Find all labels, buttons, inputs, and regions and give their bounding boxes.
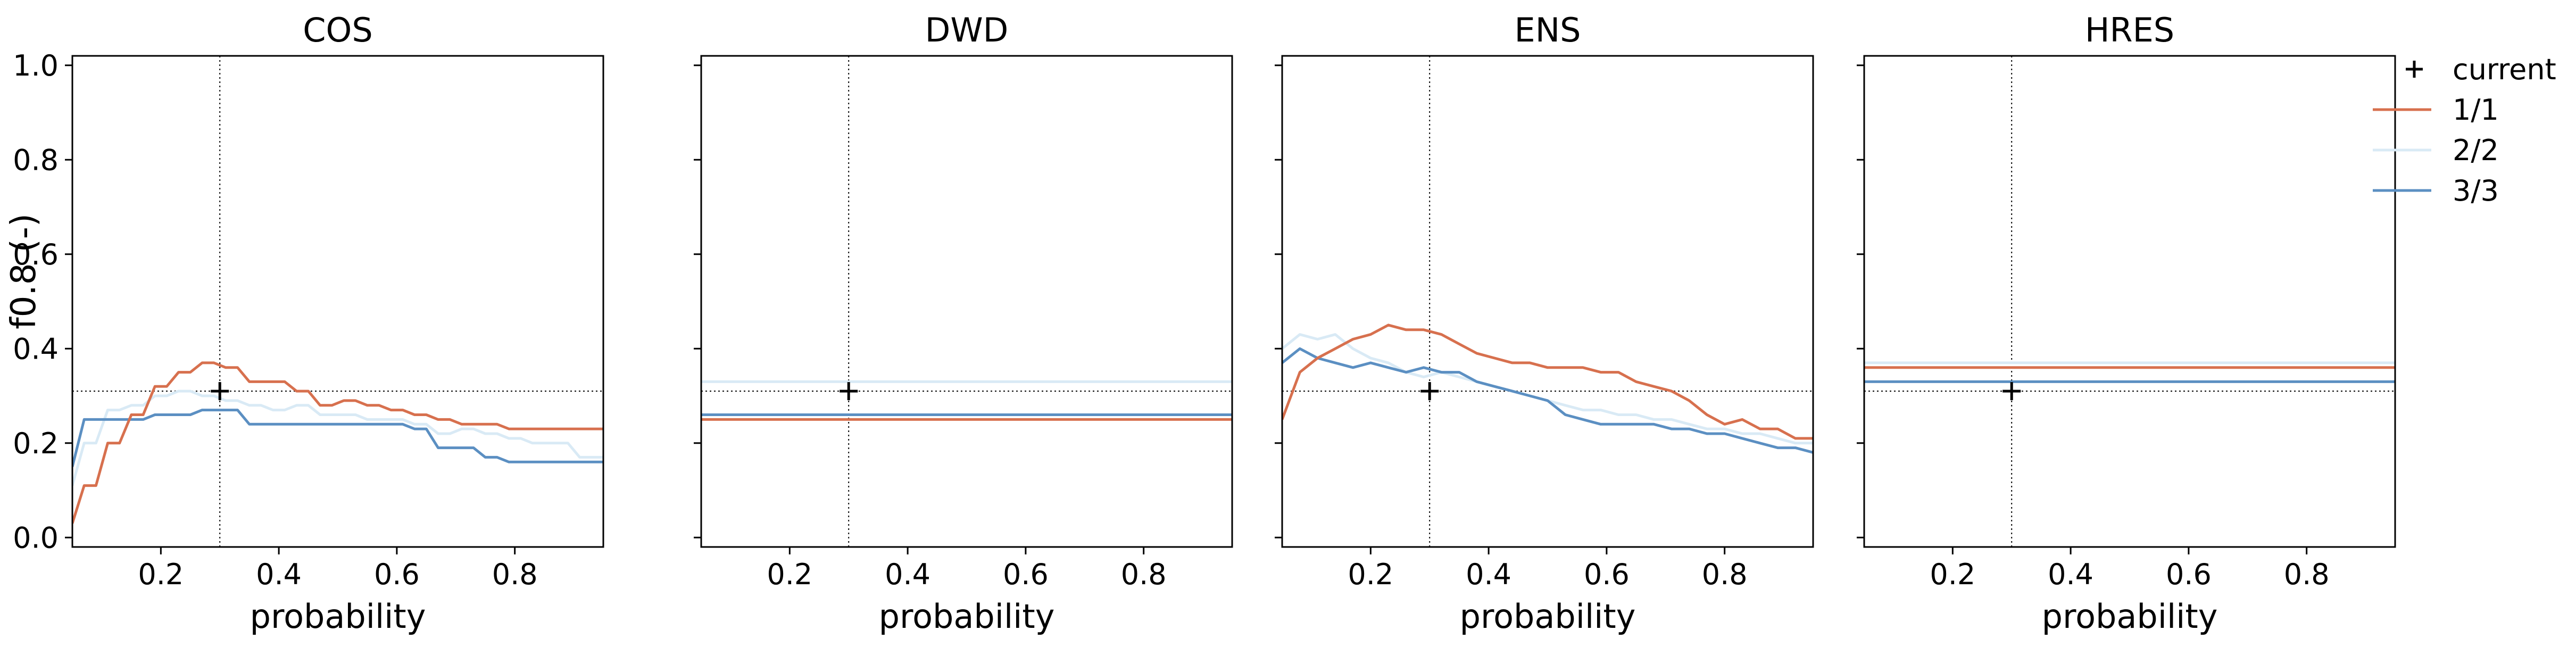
- series-line-1-1: [72, 361, 603, 524]
- legend-label: 2/2: [2453, 134, 2499, 167]
- x-tick-label: 0.4: [885, 558, 930, 591]
- series-line-2-2: [1282, 333, 1813, 445]
- x-tick-label: 0.2: [138, 558, 184, 591]
- subplot-title: DWD: [925, 11, 1009, 49]
- x-tick-label: 0.4: [2048, 558, 2093, 591]
- axes-frame: [700, 55, 1233, 548]
- x-tick-label: 0.4: [256, 558, 302, 591]
- x-axis-label: probability: [1460, 597, 1636, 636]
- x-tick-label: 0.8: [1121, 558, 1167, 591]
- series-line-1-1: [1282, 324, 1813, 440]
- subplot-hres: HRES 0.2 0.4 0.6 0.8 probability: [1857, 11, 2396, 636]
- x-axis-label: probability: [250, 597, 426, 636]
- x-tick-label: 0.8: [1702, 558, 1748, 591]
- axes-frame: [1863, 55, 2396, 548]
- subplot-title: HRES: [2085, 11, 2174, 49]
- series-group: [72, 361, 603, 524]
- subplot-dwd: DWD 0.2 0.4 0.6 0.8 probability: [694, 11, 1233, 636]
- x-tick-label: 0.2: [767, 558, 812, 591]
- y-tick-label: 0.6: [13, 238, 59, 271]
- x-tick-label: 0.6: [374, 558, 420, 591]
- current-marker: [211, 382, 229, 401]
- legend-label: current: [2453, 53, 2556, 86]
- series-group: [701, 380, 1232, 421]
- x-tick-label: 0.6: [2166, 558, 2212, 591]
- subplot-title: ENS: [1515, 11, 1581, 49]
- y-tick-label: 0.4: [13, 332, 59, 366]
- y-tick-label: 0.0: [13, 521, 59, 554]
- series-line-3-3: [1282, 347, 1813, 454]
- current-marker: [840, 382, 858, 401]
- x-tick-label: 0.6: [1003, 558, 1049, 591]
- y-tick-label: 1.0: [13, 49, 59, 82]
- legend: current 1/1 2/2 3/3: [2373, 53, 2556, 208]
- x-tick-label: 0.2: [1348, 558, 1393, 591]
- x-tick-label: 0.2: [1930, 558, 1975, 591]
- subplot-cos: COS 0.2 0.4 0.6 0.8 probability 0.0 0.2 0.4 0.6 0.…: [13, 11, 604, 636]
- x-tick-label: 0.6: [1584, 558, 1630, 591]
- axes-frame: [71, 55, 604, 548]
- subplot-title: COS: [303, 11, 372, 49]
- axes-frame: [1281, 55, 1814, 548]
- series-line-2-2: [72, 389, 603, 486]
- legend-label: 3/3: [2453, 174, 2499, 208]
- x-tick-label: 0.4: [1466, 558, 1511, 591]
- subplot-ens: ENS 0.2 0.4 0.6 0.8 probability: [1275, 11, 1814, 636]
- y-tick-label: 0.8: [13, 143, 59, 177]
- x-axis-label: probability: [879, 597, 1055, 636]
- legend-label: 1/1: [2453, 93, 2499, 127]
- subplots: COS 0.2 0.4 0.6 0.8 probability 0.0 0.2 0.4 0.6 0.…: [13, 11, 2396, 636]
- y-tick-label: 0.2: [13, 427, 59, 460]
- x-tick-label: 0.8: [492, 558, 538, 591]
- series-line-3-3: [72, 409, 603, 467]
- current-marker: [2002, 382, 2021, 401]
- series-group: [1282, 324, 1813, 454]
- y-axis-label: f0.8 (-): [4, 213, 44, 329]
- x-tick-label: 0.8: [2284, 558, 2330, 591]
- series-group: [1864, 361, 2395, 383]
- x-axis-label: probability: [2042, 597, 2218, 636]
- current-marker: [1420, 382, 1439, 401]
